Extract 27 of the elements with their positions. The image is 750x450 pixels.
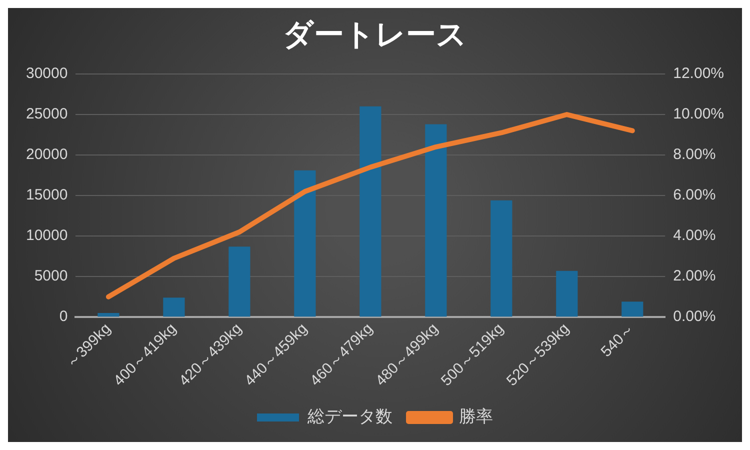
y2-tick-label: 8.00% bbox=[673, 146, 716, 164]
y2-tick-label: 10.00% bbox=[673, 106, 724, 123]
bar bbox=[294, 170, 316, 317]
y2-tick-label: 2.00% bbox=[673, 268, 716, 285]
y2-tick-label: 0.00% bbox=[673, 308, 716, 326]
bar bbox=[425, 124, 447, 317]
bar bbox=[163, 298, 185, 317]
bar bbox=[490, 200, 512, 317]
legend-label: 勝率 bbox=[459, 407, 493, 426]
y-tick-label: 20000 bbox=[26, 146, 68, 164]
y-tick-label: 5000 bbox=[34, 268, 68, 285]
x-tick-label: 540～ bbox=[598, 320, 638, 360]
y-tick-label: 15000 bbox=[26, 186, 68, 204]
y2-tick-label: 12.00% bbox=[673, 65, 724, 82]
y2-tick-label: 6.00% bbox=[673, 186, 716, 204]
y-tick-label: 25000 bbox=[26, 106, 68, 123]
bar bbox=[228, 246, 250, 317]
bar bbox=[98, 313, 120, 317]
y-tick-label: 30000 bbox=[26, 65, 68, 82]
y-tick-label: 10000 bbox=[26, 227, 68, 244]
bar bbox=[360, 106, 382, 317]
y-tick-label: 0 bbox=[59, 308, 68, 326]
y2-tick-label: 4.00% bbox=[673, 227, 716, 244]
legend-label: 総データ数 bbox=[306, 407, 392, 426]
bar bbox=[622, 302, 644, 317]
chart-title: ダートレース bbox=[283, 18, 467, 52]
bar bbox=[556, 270, 578, 317]
